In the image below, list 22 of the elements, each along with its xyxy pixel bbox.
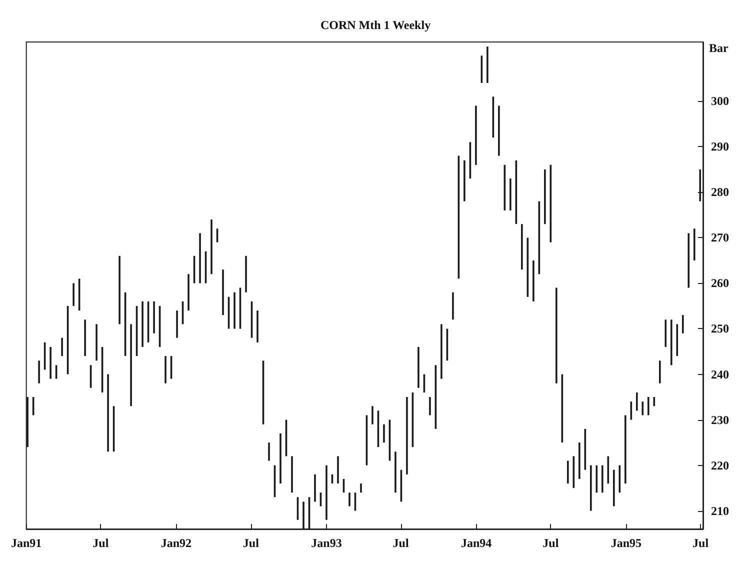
x-tick-label: Jan91 <box>10 536 42 550</box>
y-tick-label: 250 <box>711 322 729 336</box>
y-tick-label: 280 <box>711 185 729 200</box>
x-tick-label: Jul <box>692 536 710 550</box>
x-tick-label: Jul <box>392 536 410 550</box>
x-tick-label: Jan93 <box>311 536 342 550</box>
chart-title: CORN Mth 1 Weekly <box>320 18 431 32</box>
x-tick-label: Jul <box>542 536 560 550</box>
y-tick-label: 300 <box>711 94 729 108</box>
x-tick-label: Jul <box>92 536 110 550</box>
y-tick-label: 240 <box>711 367 729 382</box>
x-tick-label: Jan95 <box>610 536 642 550</box>
y-axis-title: Bar <box>709 41 730 55</box>
y-tick-label: 260 <box>711 276 729 290</box>
y-tick-label: 230 <box>711 412 729 427</box>
x-tick-label: Jan92 <box>160 536 192 550</box>
y-tick-label: 220 <box>711 458 729 472</box>
y-tick-label: 290 <box>711 140 729 154</box>
x-tick-label: Jul <box>242 536 260 550</box>
x-tick-label: Jan94 <box>461 536 492 550</box>
y-tick-label: 210 <box>711 504 729 518</box>
y-tick-label: 270 <box>711 230 729 245</box>
